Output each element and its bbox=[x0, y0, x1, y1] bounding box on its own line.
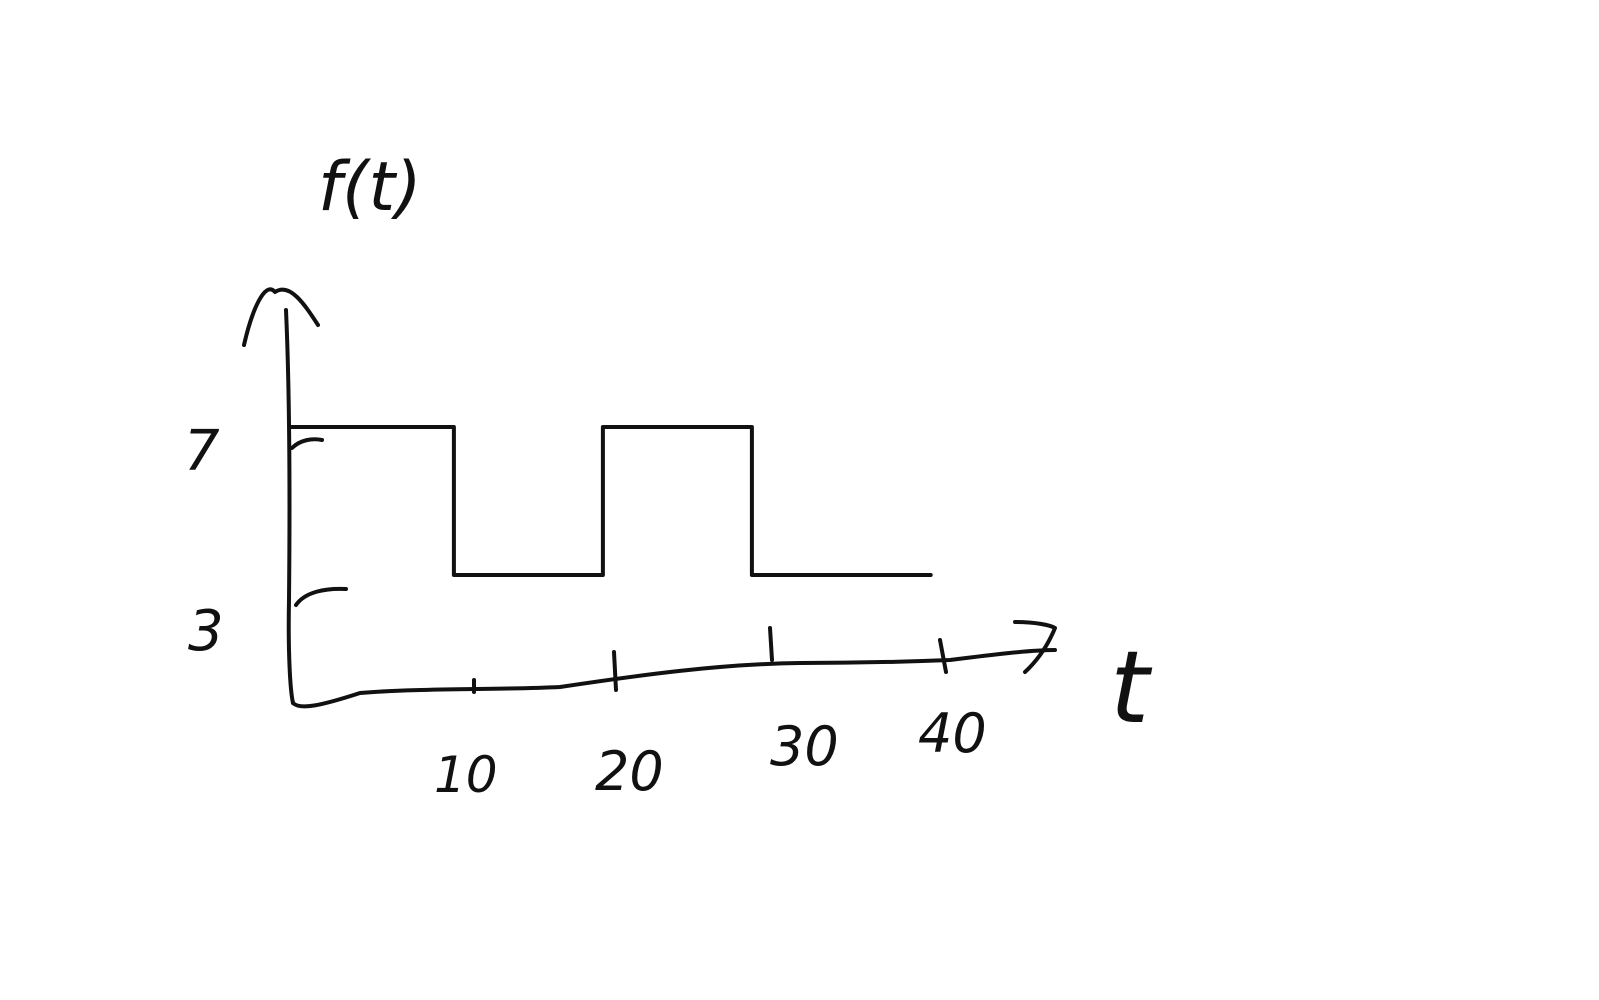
y-tick-label-7: 7 bbox=[184, 419, 220, 484]
x-tick-20 bbox=[612, 650, 618, 692]
x-axis-arrowhead bbox=[1013, 620, 1057, 674]
y-tick-7 bbox=[290, 437, 324, 450]
y-axis bbox=[284, 308, 295, 705]
x-tick-label-10: 10 bbox=[434, 746, 498, 804]
y-tick-3 bbox=[294, 586, 348, 607]
x-axis bbox=[291, 648, 1057, 709]
x-axis-label: t bbox=[1110, 629, 1153, 746]
x-tick-label-40: 40 bbox=[918, 702, 987, 765]
y-tick-label-3: 3 bbox=[188, 599, 224, 664]
x-tick-label-20: 20 bbox=[595, 740, 664, 803]
x-tick-30 bbox=[768, 626, 774, 662]
x-tick-40 bbox=[938, 638, 948, 674]
y-axis-arrowhead bbox=[242, 287, 320, 347]
y-axis-label: f(t) bbox=[318, 148, 422, 227]
signal-line bbox=[288, 425, 933, 577]
x-tick-label-30: 30 bbox=[770, 715, 839, 778]
